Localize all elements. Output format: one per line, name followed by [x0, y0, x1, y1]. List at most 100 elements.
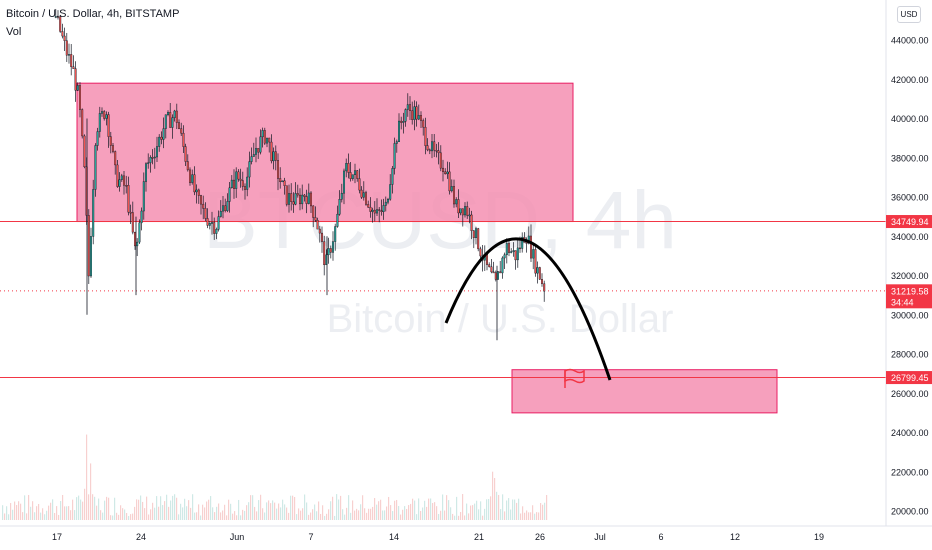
volume-bar: [328, 509, 330, 520]
candle-body: [448, 171, 451, 192]
volume-bar: [290, 495, 292, 520]
candle: [541, 273, 544, 287]
candle: [479, 246, 482, 259]
volume-bar: [420, 510, 422, 520]
volume-bar: [8, 514, 10, 520]
candle-body: [63, 35, 66, 41]
candle-body: [180, 128, 183, 134]
volume-bar: [426, 506, 428, 520]
volume-bar: [384, 510, 386, 520]
volume-bar: [430, 498, 432, 520]
volume-bar: [78, 495, 80, 520]
candle: [246, 167, 249, 197]
volume-bar: [544, 502, 546, 520]
candle-body: [226, 201, 229, 211]
candle: [334, 223, 337, 251]
volume-bar: [330, 501, 332, 520]
candle-body: [532, 249, 535, 259]
volume-bar: [250, 495, 252, 520]
candle: [235, 167, 238, 198]
time-tick-label: 17: [52, 532, 62, 542]
volume-bar: [406, 508, 408, 520]
volume-bar: [334, 515, 336, 520]
candle-body: [292, 201, 295, 205]
volume-bar: [338, 499, 340, 520]
candle-body: [118, 179, 121, 187]
candle: [81, 108, 84, 139]
volume-bar: [148, 514, 150, 520]
volume-bar: [422, 507, 424, 520]
candle: [459, 208, 462, 216]
volume-bar: [524, 512, 526, 520]
volume-bar: [204, 507, 206, 520]
candle: [371, 207, 374, 223]
volume-bar: [532, 505, 534, 520]
candle: [243, 183, 246, 200]
candle: [177, 119, 180, 130]
volume-bar: [82, 501, 84, 520]
candle-body: [221, 205, 224, 212]
candle-body: [285, 185, 288, 205]
candle-body: [259, 136, 262, 153]
price-badge-label: 34749.94: [891, 217, 929, 227]
candle-body: [356, 170, 359, 179]
volume-bar: [278, 503, 280, 520]
volume-bar: [146, 496, 148, 520]
volume-bar: [86, 434, 88, 520]
volume-indicator-label[interactable]: Vol: [6, 26, 22, 38]
candle: [439, 145, 442, 172]
volume-bar: [4, 513, 6, 520]
candle-body: [215, 229, 218, 234]
candle: [184, 143, 187, 166]
volume-bar: [112, 515, 114, 520]
volume-bar: [516, 502, 518, 520]
volume-bar: [230, 503, 232, 520]
candle: [356, 169, 359, 182]
candle: [248, 151, 251, 188]
volume-bar: [200, 515, 202, 520]
volume-bar: [288, 512, 290, 520]
candle-body: [499, 271, 502, 274]
volume-bar: [192, 494, 194, 520]
price-tick-label: 44000.00: [891, 36, 929, 46]
volume-bar: [444, 510, 446, 520]
volume-bar: [248, 502, 250, 520]
candle-body: [204, 208, 207, 219]
volume-bar: [474, 503, 476, 520]
candle: [490, 258, 493, 274]
volume-bar: [88, 494, 90, 520]
volume-bar: [442, 494, 444, 520]
candle: [193, 166, 196, 196]
candle: [351, 174, 354, 181]
candle: [116, 159, 119, 188]
price-tick-label: 20000.00: [891, 507, 929, 517]
volume-bar: [100, 510, 102, 520]
candle-body: [514, 250, 517, 261]
candle-body: [279, 178, 282, 183]
volume-bar: [232, 513, 234, 520]
volume-bar: [404, 506, 406, 520]
candle: [83, 134, 86, 169]
candle-body: [461, 208, 464, 216]
candle: [468, 207, 471, 224]
volume-bar: [22, 512, 24, 520]
candle: [140, 207, 143, 231]
volume-bar: [336, 494, 338, 520]
volume-bar: [256, 511, 258, 520]
candle-body: [243, 186, 246, 190]
volume-bar: [242, 509, 244, 520]
currency-button[interactable]: USD: [897, 6, 921, 23]
volume-bar: [262, 508, 264, 520]
candle-body: [103, 111, 106, 119]
candle-body: [274, 151, 277, 161]
candle-body: [78, 85, 81, 110]
volume-bar: [220, 512, 222, 520]
volume-bar: [126, 512, 128, 520]
volume-bar: [340, 495, 342, 520]
volume-bar: [72, 499, 74, 520]
volume-bar: [32, 501, 34, 520]
candle: [532, 244, 535, 270]
candle: [321, 226, 324, 253]
